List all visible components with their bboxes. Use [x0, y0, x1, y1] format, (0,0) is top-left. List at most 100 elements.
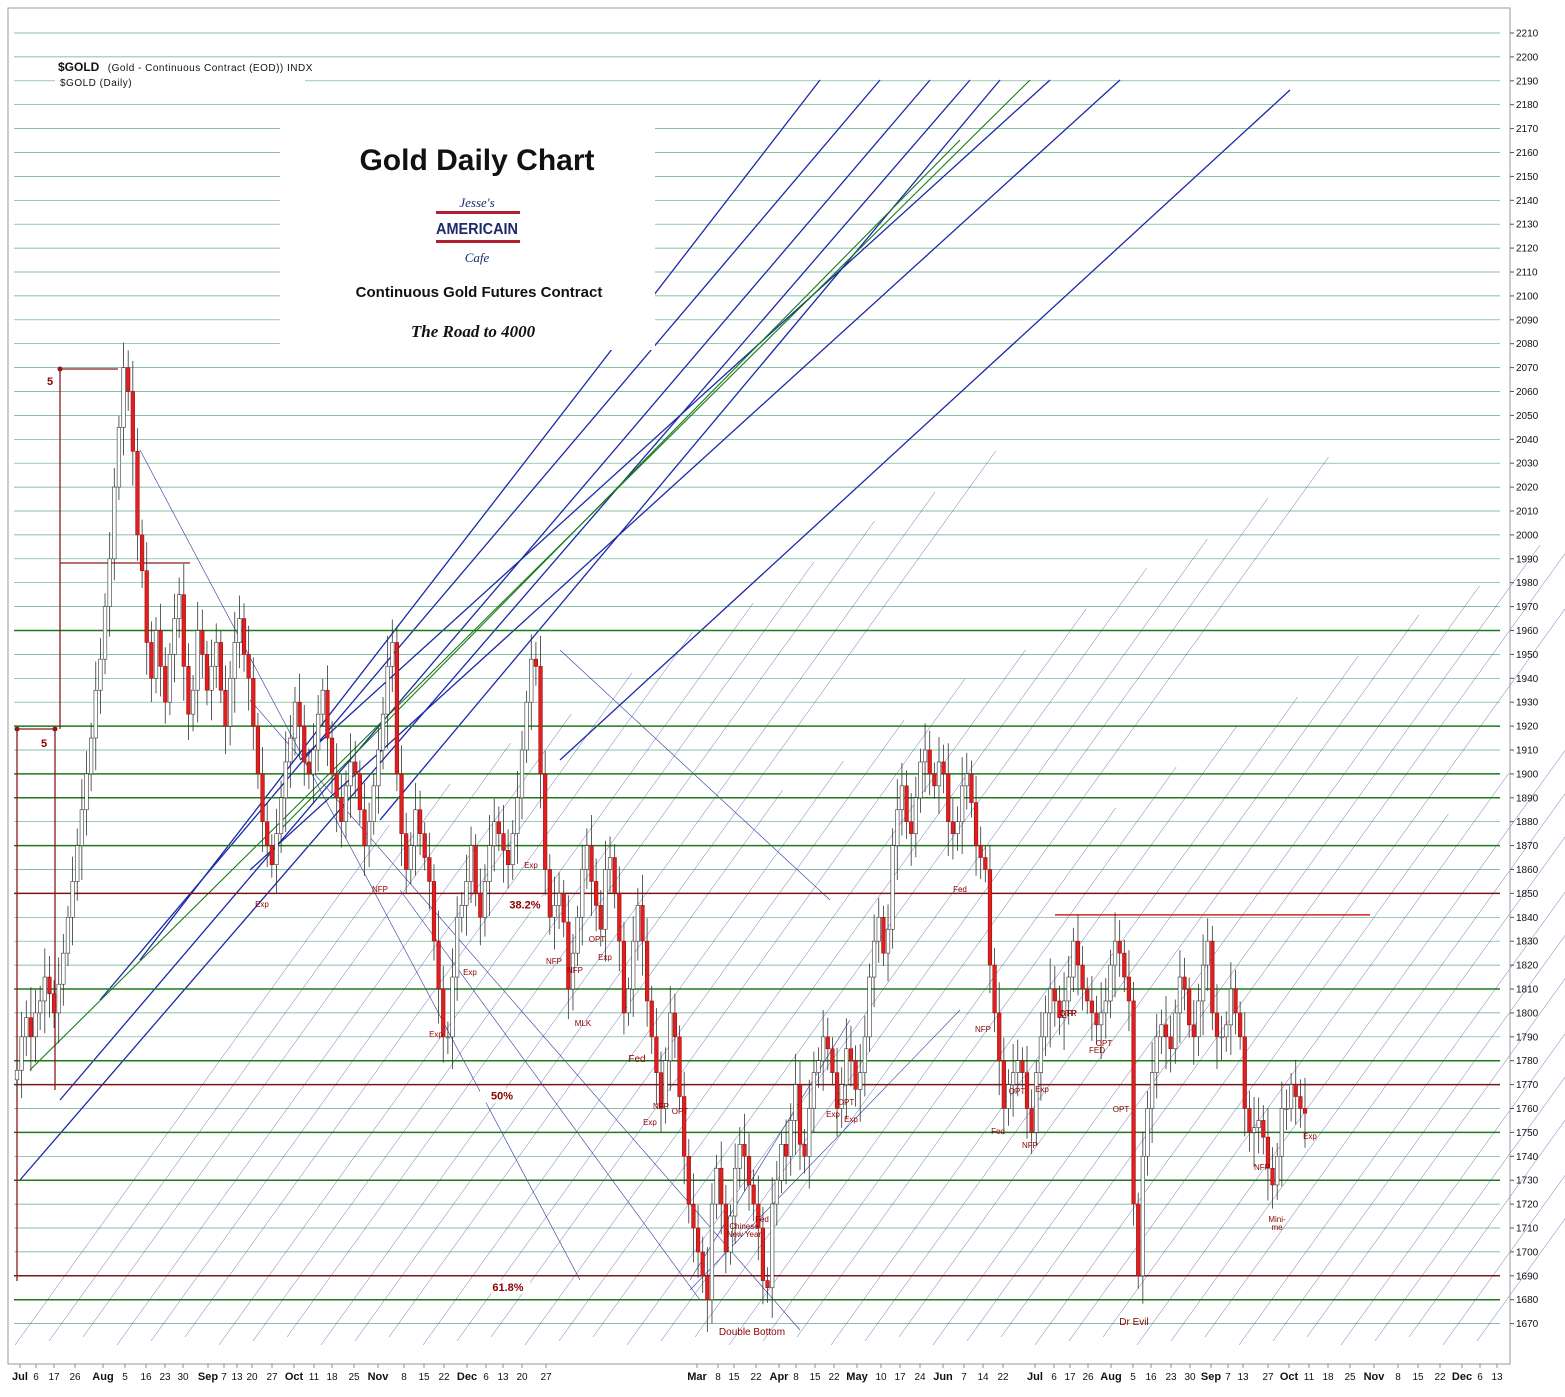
candle-body — [269, 845, 274, 866]
candle-body — [695, 1227, 701, 1253]
candle-body — [663, 1060, 668, 1109]
candle — [793, 1054, 798, 1155]
candle-body — [983, 857, 988, 870]
candle-body — [42, 976, 47, 1002]
candle-body — [987, 869, 993, 966]
x-tick-label: 7 — [221, 1372, 227, 1383]
candle — [672, 993, 677, 1059]
y-tick-label: 1940 — [1516, 674, 1539, 685]
trendline-thin — [116, 713, 572, 1346]
candle — [603, 840, 608, 962]
candle — [594, 858, 599, 932]
candle — [1136, 1192, 1141, 1289]
candle-body — [158, 630, 163, 667]
candle-body — [149, 642, 154, 679]
x-tick-label: 20 — [246, 1372, 258, 1383]
candle — [584, 828, 589, 889]
candle — [783, 1119, 789, 1185]
fib-label: 61.8% — [492, 1282, 523, 1294]
y-tick-label: 1730 — [1516, 1176, 1539, 1187]
x-tick-label: 6 — [483, 1372, 489, 1383]
trendline-thick — [99, 79, 881, 1001]
candle — [394, 627, 400, 792]
candle-body — [223, 689, 228, 727]
trendline-down — [559, 649, 831, 901]
candle-body — [228, 677, 233, 727]
trendline-thin — [932, 585, 1480, 1346]
candle-body — [830, 1048, 835, 1073]
x-tick-label: 30 — [177, 1372, 189, 1383]
candle — [946, 743, 951, 857]
x-tick-label: 8 — [401, 1372, 407, 1383]
candle-body — [445, 1036, 450, 1039]
event-label: NFP — [372, 885, 388, 894]
candle — [121, 342, 126, 456]
candle — [126, 350, 131, 411]
measure-dot — [57, 366, 63, 372]
candle-body — [348, 761, 353, 787]
candle — [1159, 1009, 1164, 1055]
candle-body — [524, 701, 529, 751]
candle-body — [172, 618, 177, 655]
candle — [1279, 1081, 1284, 1187]
measure-label: 5 — [41, 738, 47, 750]
candle — [1242, 1011, 1247, 1137]
candle-body — [1075, 940, 1081, 966]
trendline-thin — [1068, 813, 1449, 1342]
candle-body — [1001, 1060, 1006, 1109]
symbol: $GOLD — [58, 60, 100, 74]
candle-body — [543, 773, 548, 870]
fib-label-bg — [486, 1279, 530, 1294]
trendline-thin — [626, 538, 1208, 1346]
event-label: Exp — [524, 861, 538, 870]
y-tick-label: 1900 — [1516, 769, 1539, 780]
candle-body — [890, 845, 895, 930]
candle — [1094, 995, 1099, 1045]
event-label: NFP — [1254, 1163, 1270, 1172]
candle-body — [195, 630, 200, 691]
candle-body — [297, 701, 302, 727]
candle — [163, 647, 168, 724]
candle — [1103, 978, 1108, 1039]
candle-body — [506, 850, 511, 866]
candle — [1089, 976, 1094, 1041]
candle-body — [121, 367, 126, 428]
candle — [223, 665, 228, 755]
candle-body — [24, 1017, 29, 1038]
candle — [552, 876, 557, 950]
trendline-thin — [558, 608, 1087, 1342]
candle-body — [1275, 1156, 1280, 1186]
x-tick-label: 25 — [1344, 1372, 1356, 1383]
x-tick-label: 11 — [309, 1372, 320, 1383]
candle — [1122, 939, 1127, 993]
candle-body — [371, 785, 376, 822]
x-tick-label: Jul — [1027, 1371, 1043, 1383]
candle — [635, 888, 640, 961]
candle-body — [519, 749, 525, 799]
candle — [987, 844, 993, 994]
candle-body — [570, 952, 576, 990]
candle-body — [1177, 976, 1183, 1014]
x-tick-label: 22 — [997, 1372, 1009, 1383]
candle — [1293, 1059, 1298, 1125]
x-tick-label: 23 — [159, 1372, 171, 1383]
candle-body — [802, 1144, 807, 1157]
x-tick-label: 8 — [715, 1372, 721, 1383]
candle-body — [654, 1036, 659, 1073]
candle-body — [14, 1069, 20, 1081]
candle — [922, 723, 928, 793]
candle — [918, 748, 923, 813]
trendline-thin — [354, 450, 997, 1342]
candle — [709, 1183, 715, 1324]
candle-body — [1112, 940, 1118, 966]
candle — [325, 665, 330, 767]
x-tick-label: 22 — [750, 1372, 762, 1383]
candle-body — [38, 1000, 43, 1014]
x-tick-label: 13 — [1237, 1372, 1249, 1383]
candle-body — [441, 988, 446, 1038]
x-tick-label: 6 — [1477, 1372, 1483, 1383]
event-label: NFP — [567, 966, 583, 975]
candle-body — [612, 857, 617, 894]
x-tick-label: 27 — [540, 1372, 552, 1383]
candle-body — [232, 642, 237, 679]
